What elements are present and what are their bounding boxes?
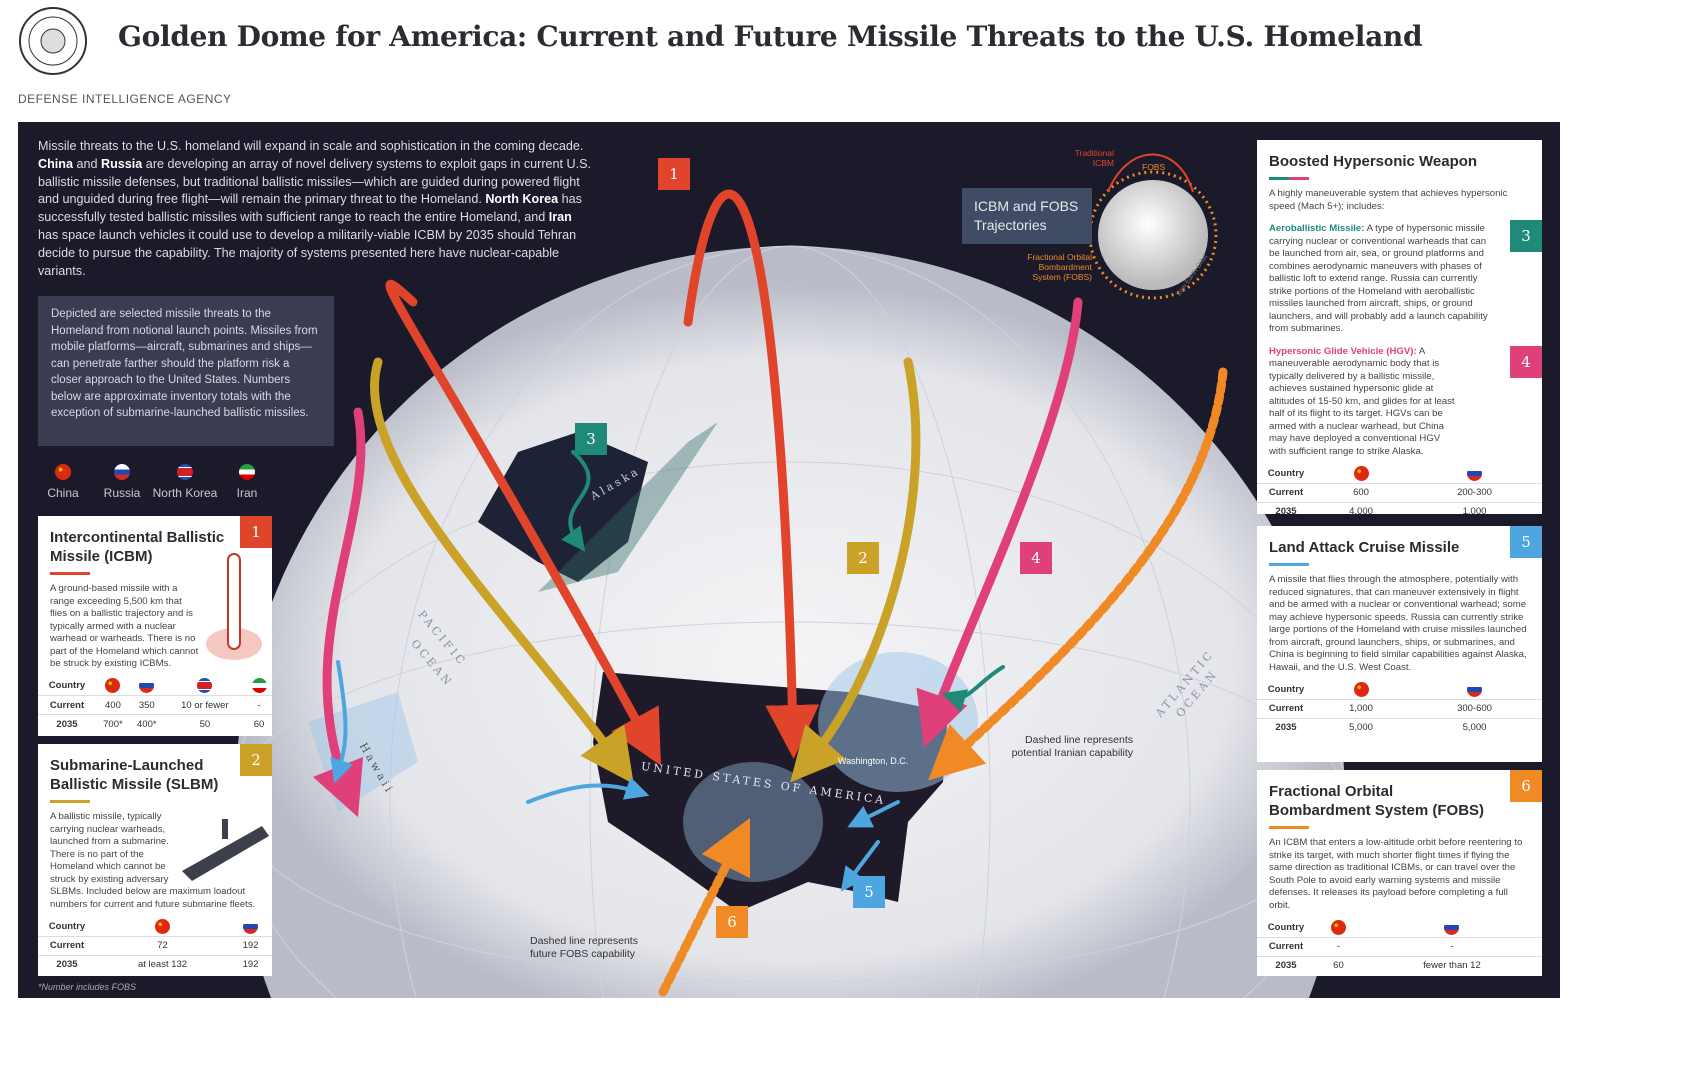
submarine-icon	[182, 819, 269, 881]
fobs-label: FOBS	[1142, 162, 1166, 172]
russia-flag-icon	[139, 678, 155, 694]
card-text: A maneuverable aerodynamic body that is …	[1269, 345, 1455, 457]
lacm-arrow	[847, 800, 900, 828]
north-korea-flag-icon	[177, 464, 193, 480]
slbm-card: 2 Submarine-Launched Ballistic Missile (…	[38, 744, 272, 976]
map-badge-aeroballistic: 3	[575, 423, 607, 455]
fobs-table: Country Current - - 2035 60 fewer than 12	[1257, 918, 1542, 975]
hgv-arrow	[916, 297, 1083, 748]
lacm-arrow	[840, 840, 880, 892]
lacm-table: Country Current 1,000 300-600 2035 5,000 5,0…	[1257, 680, 1542, 737]
iran-icbm-dashed-arrow	[928, 367, 1228, 781]
badge-2: 2	[240, 744, 272, 776]
russia-flag-icon	[1444, 919, 1460, 935]
card-title: Submarine-Launched Ballistic Missile (SL…	[50, 757, 219, 793]
card-title: Land Attack Cruise Missile	[1269, 539, 1460, 556]
china-flag-icon	[1353, 465, 1369, 481]
washington-dc-label: Washington, D.C.	[838, 756, 909, 766]
hgv-term: Hypersonic Glide Vehicle (HGV):	[1269, 345, 1417, 357]
card-text: A missile that flies through the atmosph…	[1269, 574, 1527, 673]
card-title: Boosted Hypersonic Weapon	[1269, 153, 1478, 170]
iran-flag-icon	[239, 464, 255, 480]
legend-label: Russia	[103, 486, 141, 500]
iran-flag-icon	[251, 678, 267, 694]
card-text: An ICBM that enters a low-altitude orbit…	[1269, 837, 1523, 911]
legend-label: Iran	[236, 486, 258, 500]
infographic-panel: Missile threats to the U.S. homeland wil…	[18, 122, 1560, 998]
aeroballistic-arrow	[941, 665, 1005, 713]
dia-seal-logo	[19, 7, 87, 75]
china-flag-icon	[1353, 681, 1369, 697]
legend-label: China	[47, 486, 79, 500]
map-badge-slbm: 2	[847, 542, 879, 574]
fobs-dashed-arrow	[658, 817, 751, 997]
footnote: *Number includes FOBS	[38, 982, 137, 992]
card-text: A type of hypersonic missile carrying nu…	[1269, 223, 1488, 334]
map-badge-icbm: 1	[658, 158, 690, 190]
north-korea-flag-icon	[197, 678, 213, 694]
russia-flag-icon	[243, 918, 259, 934]
slbm-arrow	[370, 357, 634, 784]
badge-1: 1	[240, 516, 272, 548]
trajectories-title: ICBM and FOBS Trajectories	[962, 188, 1092, 244]
bhw-table: Country Current 600 200-300 2035 4,000 1,000	[1257, 464, 1542, 521]
china-flag-icon	[1330, 919, 1346, 935]
iran-dashed-note: Dashed line represents potential Iranian…	[1011, 734, 1133, 759]
badge-6: 6	[1510, 770, 1542, 802]
fobs-dashed-note: Dashed line represents future FOBS capab…	[530, 935, 638, 960]
badge-3: 3	[1510, 220, 1542, 252]
icbm-arrow	[385, 279, 661, 766]
fobs-full-label: Fractional Orbital Bombardment System (F…	[1027, 252, 1092, 282]
card-text: A ground-based missile with a range exce…	[50, 583, 199, 669]
card-text: A highly maneuverable system that achiev…	[1269, 188, 1508, 212]
traditional-icbm-label: Traditional ICBM	[1074, 148, 1114, 168]
lacm-arrow	[526, 776, 650, 804]
slbm-table: Country Current 72 192 2035 at least 132 192	[38, 917, 272, 974]
china-flag-icon	[55, 464, 71, 480]
icbm-arrow	[683, 189, 820, 759]
china-flag-icon	[105, 678, 121, 694]
hgv-arrow	[312, 407, 366, 818]
small-globe	[1098, 180, 1208, 290]
lacm-arrow	[330, 660, 354, 784]
map-badge-hgv: 4	[1020, 542, 1052, 574]
depicted-note: Depicted are selected missile threats to…	[38, 296, 334, 446]
aeroballistic-arrow	[561, 450, 591, 552]
map-badge-lacm: 5	[853, 876, 885, 908]
intro-text: Missile threats to the U.S. homeland wil…	[38, 139, 592, 278]
boosted-hypersonic-card: Boosted Hypersonic Weapon A highly maneu…	[1257, 140, 1542, 521]
card-text: A ballistic missile, typically carrying …	[50, 811, 256, 910]
agency-name: DEFENSE INTELLIGENCE AGENCY	[18, 92, 232, 106]
russia-flag-icon	[1467, 465, 1483, 481]
map-badge-fobs: 6	[716, 906, 748, 938]
china-flag-icon	[155, 918, 171, 934]
legend-label: North Korea	[152, 486, 218, 500]
globe-map	[234, 153, 1346, 998]
icbm-missile-icon	[206, 553, 262, 660]
card-title: Intercontinental Ballistic Missile (ICBM…	[50, 529, 225, 565]
fobs-card: 6 Fractional Orbital Bombardment System …	[1257, 770, 1542, 976]
lacm-card: 5 Land Attack Cruise Missile A missile t…	[1257, 526, 1542, 762]
russia-flag-icon	[114, 464, 130, 480]
icbm-card: 1 Intercontinental Ballistic Missile (IC…	[38, 516, 272, 736]
badge-5: 5	[1510, 526, 1542, 558]
russia-flag-icon	[1467, 681, 1483, 697]
alaska-landmass	[478, 432, 648, 582]
icbm-table: Country Current 400 350 10 or fewer - 2035 70…	[38, 677, 272, 734]
badge-4: 4	[1510, 346, 1542, 378]
card-title: Fractional Orbital Bombardment System (F…	[1269, 783, 1485, 819]
slbm-arrow	[790, 357, 921, 783]
page-title: Golden Dome for America: Current and Fut…	[118, 20, 1423, 53]
traditional-icbm-trajectory	[1107, 153, 1194, 193]
fobs-orbit	[1088, 170, 1218, 300]
aeroballistic-term: Aeroballistic Missile:	[1269, 223, 1365, 234]
